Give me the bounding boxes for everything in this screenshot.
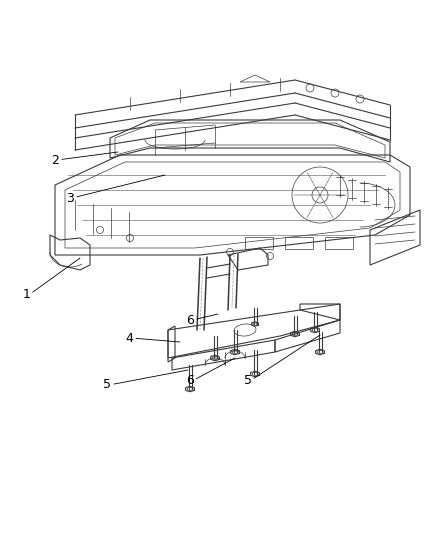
Bar <box>245 237 273 249</box>
Text: 5: 5 <box>244 375 252 387</box>
Bar <box>325 237 353 249</box>
Text: 3: 3 <box>66 191 74 205</box>
Text: 4: 4 <box>125 332 133 344</box>
Bar <box>285 237 313 249</box>
Text: 2: 2 <box>51 154 59 166</box>
Text: 5: 5 <box>103 378 111 392</box>
Text: 6: 6 <box>186 375 194 387</box>
Text: 1: 1 <box>23 288 31 302</box>
Text: 6: 6 <box>186 313 194 327</box>
